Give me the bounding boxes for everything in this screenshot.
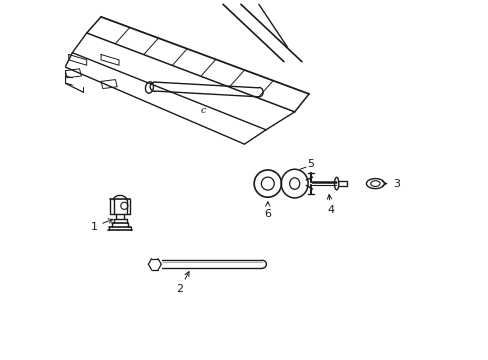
Text: 4: 4 (326, 195, 333, 216)
Text: 2: 2 (176, 272, 188, 294)
Text: c: c (200, 105, 205, 114)
Text: 5: 5 (307, 159, 314, 169)
Text: 6: 6 (264, 202, 271, 219)
Text: 1: 1 (90, 219, 113, 231)
Text: 3: 3 (382, 179, 400, 189)
